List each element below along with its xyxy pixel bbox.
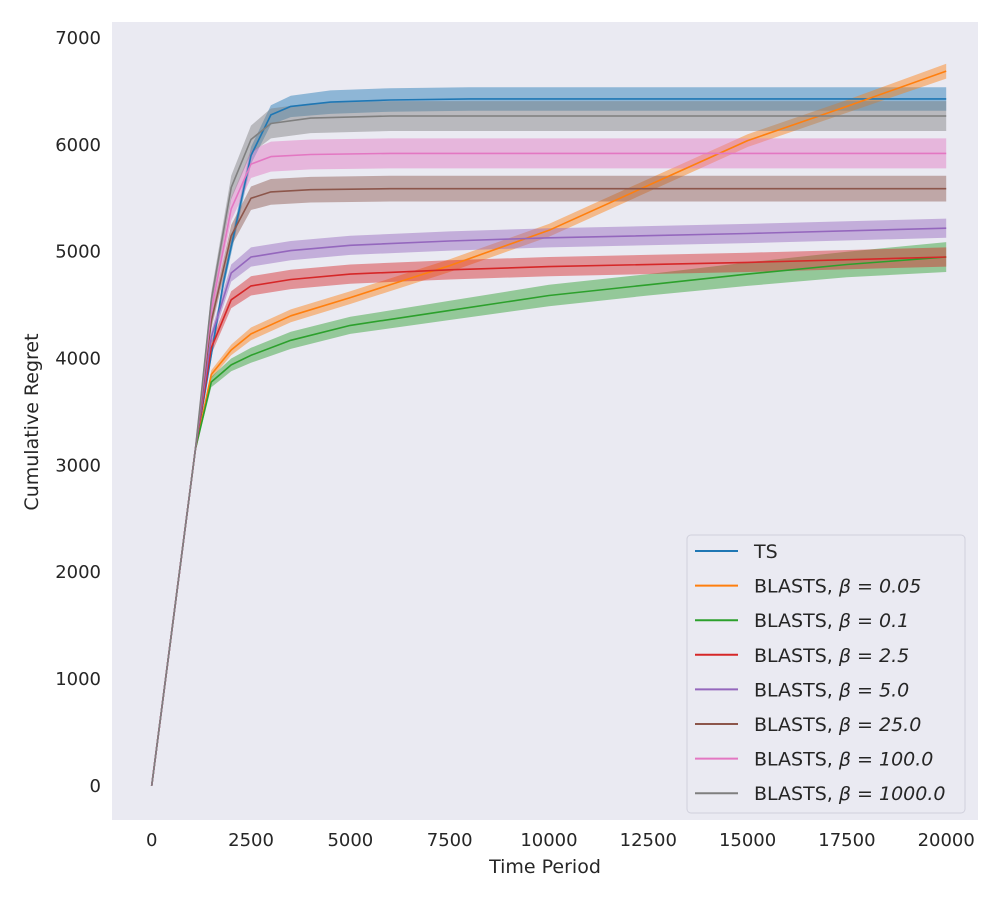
- line-blasts-1000-0: [150, 115, 947, 786]
- line-blasts-2-5: [150, 256, 947, 786]
- y-tick-label: 7000: [55, 28, 101, 49]
- legend-entry: BLASTS, β = 5.0: [754, 679, 909, 701]
- y-tick-label: 1000: [55, 669, 101, 690]
- x-axis-ticks: 0 2500 5000 7500 10000 12500 15000 17500 20000: [146, 830, 975, 851]
- x-tick-label: 20000: [918, 830, 975, 851]
- series-lines: [150, 70, 947, 786]
- y-tick-label: 4000: [55, 349, 101, 370]
- x-tick-label: 15000: [719, 830, 776, 851]
- y-tick-label: 5000: [55, 242, 101, 263]
- y-tick-label: 3000: [55, 455, 101, 476]
- legend-entry: BLASTS, β = 0.1: [754, 610, 909, 632]
- line-ts: [150, 98, 947, 786]
- x-tick-label: 7500: [427, 830, 473, 851]
- line-blasts-0-05: [150, 70, 947, 786]
- legend-entry: BLASTS, β = 2.5: [754, 645, 909, 667]
- x-tick-label: 12500: [620, 830, 677, 851]
- legend: TS BLASTS, β = 0.05 BLASTS, β = 0.1 BLASTS,…: [686, 534, 966, 814]
- x-tick-label: 0: [146, 830, 157, 851]
- line-blasts-5-0: [150, 227, 947, 786]
- y-tick-label: 2000: [55, 562, 101, 583]
- legend-entry: BLASTS, β = 25.0: [754, 714, 921, 736]
- band-blasts-100-0: [151, 138, 947, 786]
- x-tick-label: 17500: [818, 830, 875, 851]
- x-axis-label: Time Period: [488, 856, 601, 878]
- legend-entry: BLASTS, β = 0.05: [754, 576, 921, 598]
- y-tick-label: 6000: [55, 135, 101, 156]
- line-blasts-0-1: [150, 256, 947, 786]
- legend-entry: BLASTS, β = 100.0: [754, 749, 933, 771]
- x-tick-label: 5000: [327, 830, 373, 851]
- legend-entry: BLASTS, β = 1000.0: [754, 783, 945, 805]
- y-axis-ticks: 0 1000 2000 3000 4000 5000 6000 7000: [55, 28, 101, 797]
- x-tick-label: 2500: [228, 830, 274, 851]
- legend-entry: TS: [753, 541, 778, 563]
- legend-box: [686, 534, 966, 814]
- y-axis-label: Cumulative Regret: [21, 333, 43, 510]
- x-tick-label: 10000: [520, 830, 577, 851]
- y-tick-label: 0: [90, 776, 101, 797]
